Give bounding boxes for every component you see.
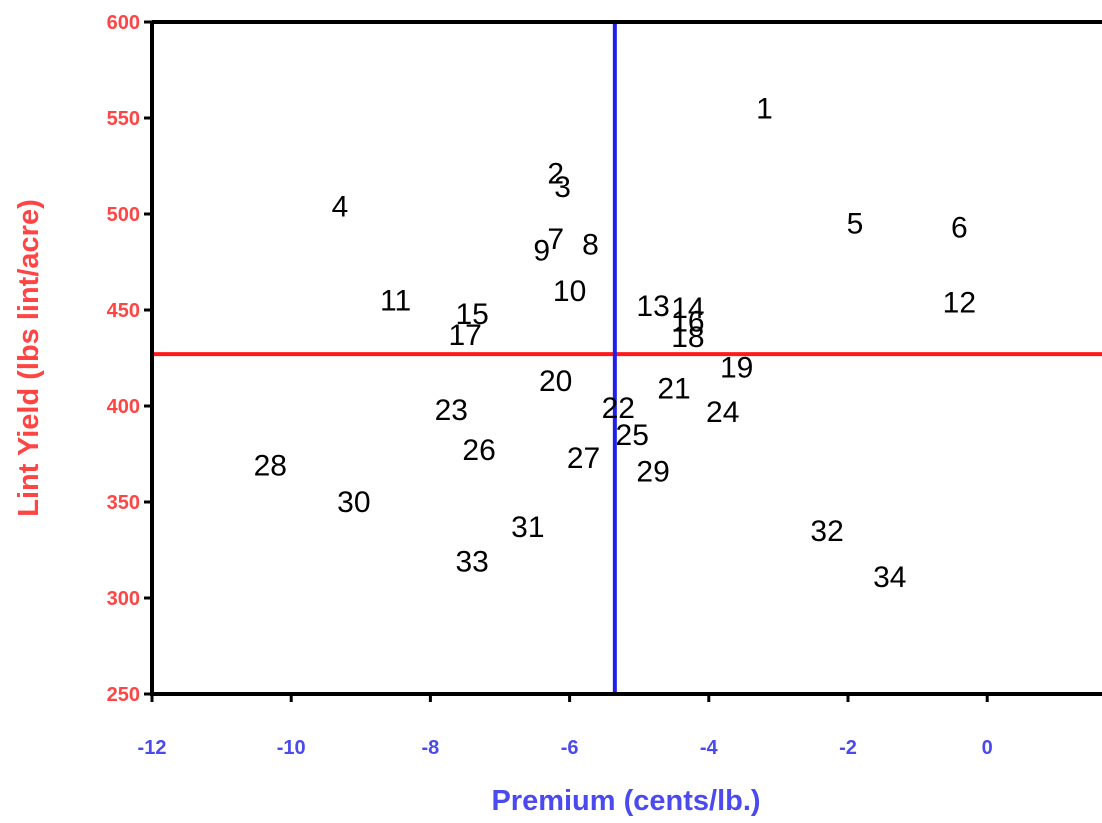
y-tick-labels: 250 300 350 400 450 500 550 600 [107,12,140,706]
point-label-3: 3 [554,171,571,204]
plot-area [152,22,1102,694]
point-label-21: 21 [657,373,690,406]
point-label-28: 28 [254,450,287,483]
point-label-8: 8 [582,229,599,262]
x-axis-label: Premium (cents/lb.) [491,785,760,817]
y-tick-label: 350 [107,492,140,514]
point-label-19: 19 [720,352,753,385]
point-label-34: 34 [873,561,906,594]
point-label-1: 1 [756,92,773,125]
point-label-29: 29 [636,455,669,488]
x-tick-label: -8 [422,737,440,759]
x-tick-label: -6 [561,737,579,759]
x-tick-label: -12 [138,737,167,759]
x-tick-label: -10 [277,737,306,759]
point-label-31: 31 [511,511,544,544]
point-label-17: 17 [449,319,482,352]
point-label-15: 15 [455,298,488,331]
point-label-4: 4 [332,190,349,223]
y-tick-label: 500 [107,204,140,226]
plot-frame [150,20,1102,696]
point-label-32: 32 [810,515,843,548]
point-label-16: 16 [671,306,704,339]
point-label-20: 20 [539,365,572,398]
point-label-5: 5 [847,208,864,241]
y-tick-label: 600 [107,12,140,34]
point-label-30: 30 [337,486,370,519]
point-label-25: 25 [616,419,649,452]
y-tick-label: 300 [107,588,140,610]
point-label-18: 18 [671,321,704,354]
x-tick-label: -4 [700,737,719,759]
y-tick-label: 400 [107,396,140,418]
y-tick-label: 450 [107,300,140,322]
x-tick-label: -2 [839,737,857,759]
x-tick-labels: -12 -10 -8 -6 -4 -2 0 [138,737,993,759]
point-label-14: 14 [671,292,704,325]
y-axis-label: Lint Yield (lbs lint/acre) [13,199,45,516]
reference-lines [152,22,1102,694]
point-label-7: 7 [547,223,564,256]
point-label-23: 23 [435,394,468,427]
point-label-11: 11 [380,284,411,317]
point-label-22: 22 [602,392,635,425]
point-label-33: 33 [455,546,488,579]
y-tick-label: 250 [107,684,140,706]
point-label-9: 9 [533,234,550,267]
point-label-26: 26 [462,434,495,467]
point-label-24: 24 [706,396,739,429]
x-tick-label: 0 [982,737,993,759]
point-label-10: 10 [553,275,586,308]
point-label-13: 13 [636,290,669,323]
y-tick-label: 550 [107,108,140,130]
point-label-6: 6 [951,211,968,244]
point-label-2: 2 [547,158,564,191]
point-label-27: 27 [567,442,600,475]
point-label-12: 12 [943,286,976,319]
